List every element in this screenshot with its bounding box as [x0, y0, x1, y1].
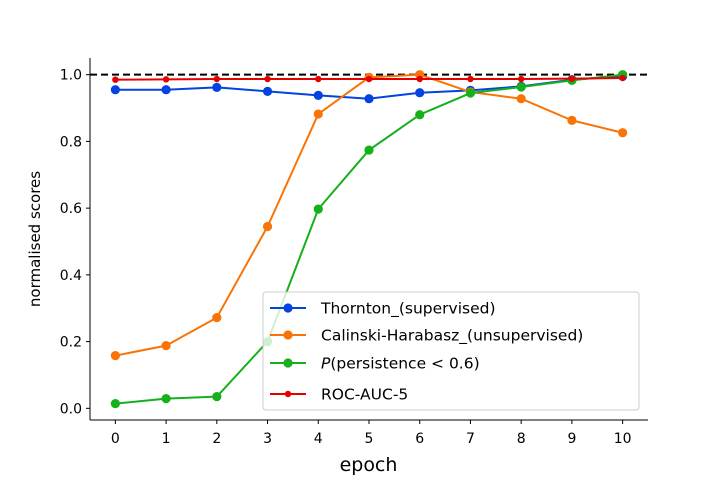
data-point — [161, 85, 171, 95]
data-point — [619, 74, 626, 82]
legend-label-italic: P — [321, 355, 331, 373]
y-axis-label: normalised scores — [26, 171, 44, 307]
legend-entry-1: Calinski-Harabasz_(unsupervised) — [270, 327, 583, 346]
legend-entry-3: ROC-AUC-5 — [270, 386, 408, 404]
data-point — [415, 110, 425, 120]
data-point — [313, 90, 323, 100]
data-point — [567, 115, 577, 125]
data-point — [262, 221, 273, 232]
data-point — [313, 204, 323, 214]
x-tick-label: 3 — [263, 431, 272, 447]
y-tick-label: 0.2 — [60, 335, 82, 351]
legend-label: Calinski-Harabasz_(unsupervised) — [321, 327, 583, 346]
data-point — [161, 394, 171, 404]
x-tick-label: 6 — [415, 431, 424, 447]
legend-label-rest: (persistence < 0.6) — [330, 355, 479, 373]
legend-frame — [262, 291, 640, 411]
data-point — [213, 75, 221, 83]
data-point — [110, 351, 120, 361]
legend-entry-2: P(persistence < 0.6) — [270, 355, 480, 373]
data-point — [162, 76, 170, 83]
data-point — [416, 75, 423, 83]
x-tick-label: 9 — [567, 431, 576, 447]
data-point — [161, 340, 171, 351]
data-point — [262, 86, 273, 96]
data-point — [516, 94, 526, 104]
x-tick-label: 8 — [517, 431, 526, 447]
data-point — [365, 75, 373, 83]
data-point — [264, 75, 271, 83]
y-tick-label: 0.4 — [60, 268, 82, 284]
legend-label: ROC-AUC-5 — [321, 386, 408, 404]
legend-label: P(persistence < 0.6) — [321, 355, 480, 373]
y-tick-label: 0.6 — [60, 201, 82, 217]
legend-swatch-marker — [283, 330, 293, 340]
legend-entry-0: Thornton_(supervised) — [270, 300, 496, 319]
x-tick-label: 0 — [111, 431, 120, 447]
data-point — [517, 75, 525, 83]
x-tick-label: 10 — [614, 431, 632, 447]
legend-swatch-marker — [283, 358, 293, 368]
data-point — [212, 312, 222, 323]
data-point — [110, 85, 120, 95]
data-point — [467, 75, 474, 83]
data-point — [112, 76, 119, 83]
data-point — [110, 399, 120, 409]
legend-label: Thornton_(supervised) — [320, 300, 496, 319]
x-tick-label: 7 — [466, 431, 475, 447]
data-point — [568, 75, 576, 82]
x-tick-label: 4 — [314, 431, 323, 447]
data-point — [618, 128, 628, 138]
data-point — [415, 88, 425, 98]
data-point — [364, 145, 374, 155]
data-point — [465, 88, 476, 98]
x-tick-label: 1 — [162, 431, 171, 447]
x-tick-label: 2 — [212, 431, 221, 447]
x-tick-label: 5 — [365, 431, 374, 447]
data-point — [516, 82, 526, 92]
y-tick-label: 0.0 — [60, 401, 82, 417]
data-point — [212, 82, 222, 92]
legend: Thornton_(supervised) Calinski-Harabasz_(… — [262, 291, 640, 411]
x-axis-label: epoch — [340, 454, 398, 476]
data-point — [313, 109, 323, 119]
tick-labels: 0 1 2 3 4 5 6 7 8 9 10 0.0 0.2 0.4 0.6 0.8 1.0 — [60, 68, 632, 447]
y-tick-label: 1.0 — [60, 68, 82, 84]
series-layer — [110, 70, 628, 409]
y-tick-label: 0.8 — [60, 134, 82, 150]
data-point — [212, 392, 222, 402]
series-3 — [112, 74, 626, 83]
legend-swatch-marker — [283, 303, 293, 313]
legend-swatch-marker — [284, 390, 292, 398]
data-point — [364, 94, 374, 104]
data-point — [315, 75, 322, 83]
